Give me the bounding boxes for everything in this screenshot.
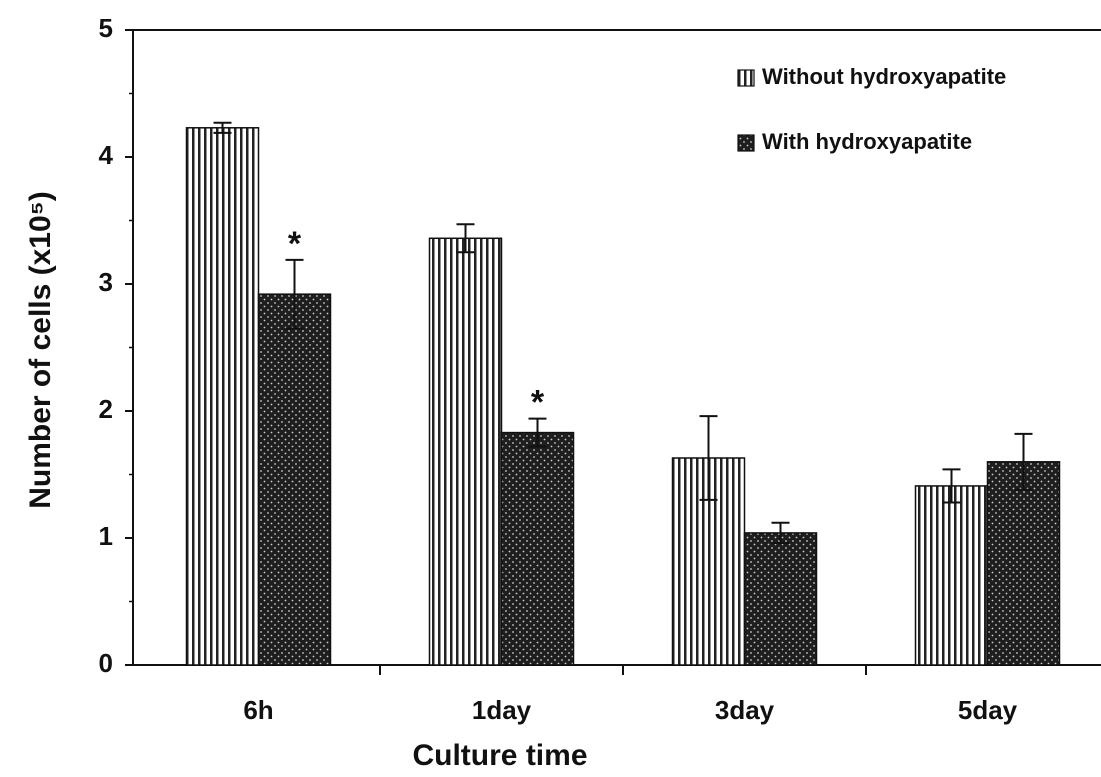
- error-bar: [456, 223, 475, 254]
- bar: [743, 532, 818, 666]
- y-tick-label: 5: [99, 13, 113, 43]
- y-tick-label: 1: [99, 521, 113, 551]
- x-tick-label: 3day: [715, 695, 775, 725]
- error-bar: [699, 415, 718, 501]
- y-tick-label: 3: [99, 267, 113, 297]
- legend-swatch: [737, 69, 755, 87]
- annotation: *: [531, 384, 545, 422]
- error-bar: [942, 468, 961, 504]
- annotation: *: [288, 225, 302, 263]
- error-bar: [771, 521, 790, 545]
- x-tick-label: 6h: [243, 695, 273, 725]
- x-tick-label: 1day: [472, 695, 532, 725]
- x-tick-label: 5day: [958, 695, 1018, 725]
- y-axis-title: Number of cells (x10⁵): [24, 191, 57, 509]
- legend-label: With hydroxyapatite: [762, 129, 972, 154]
- error-bar: [213, 121, 232, 134]
- bar: [914, 485, 989, 666]
- bar: [986, 461, 1061, 666]
- x-axis-title: Culture time: [412, 739, 587, 772]
- error-bar: [1014, 432, 1033, 491]
- error-bar: [528, 417, 547, 448]
- legend-swatch: [737, 134, 755, 152]
- bar: [428, 237, 503, 666]
- y-tick-label: 4: [99, 140, 114, 170]
- bar: [500, 431, 575, 666]
- y-tick-label: 2: [99, 394, 113, 424]
- error-bar: [285, 258, 304, 330]
- y-tick-label: 0: [99, 648, 113, 678]
- legend-label: Without hydroxyapatite: [762, 64, 1006, 89]
- bar: [185, 127, 260, 666]
- bar: [257, 293, 332, 666]
